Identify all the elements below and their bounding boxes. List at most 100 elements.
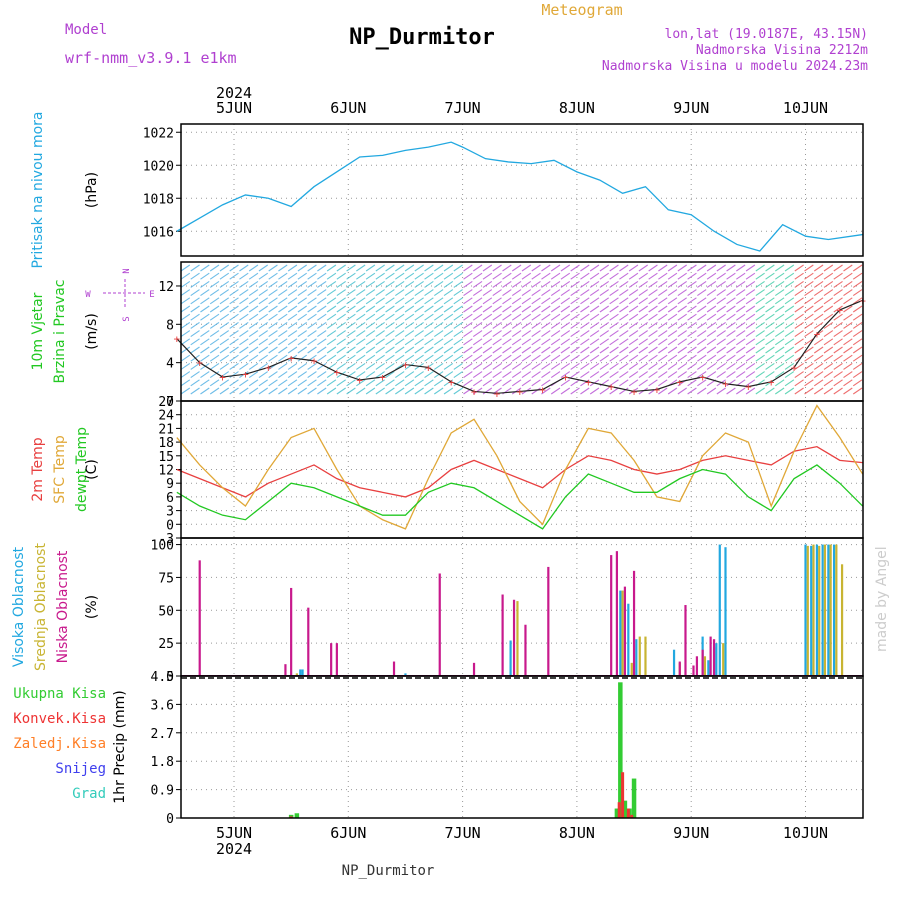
wind-barb — [687, 289, 697, 297]
wind-barb — [843, 297, 853, 305]
bar — [301, 669, 304, 676]
wind-barb — [823, 354, 834, 362]
wind-barb — [482, 387, 493, 395]
wind-barb — [755, 330, 765, 338]
wind-barb — [209, 272, 220, 280]
wind-barb — [492, 297, 502, 305]
wind-barb — [852, 280, 863, 288]
wind-barb — [599, 305, 610, 313]
bar — [715, 643, 718, 676]
wind-barb — [619, 346, 629, 354]
wind-barb — [745, 313, 756, 321]
bar — [630, 814, 634, 818]
wind-barb — [833, 264, 843, 272]
wind-barb — [570, 321, 580, 329]
wind-barb — [726, 289, 736, 297]
wind-barb — [502, 297, 512, 305]
wind-barb — [463, 321, 473, 329]
wind-barb — [823, 272, 834, 280]
y-tick-label: 1.8 — [151, 755, 174, 770]
wind-barb — [765, 346, 775, 354]
wind-barb — [794, 379, 804, 387]
wind-barb — [531, 272, 541, 280]
wind-barb — [180, 272, 191, 280]
wind-barb — [823, 379, 834, 387]
wind-barb — [550, 371, 561, 379]
wind-barb — [492, 272, 502, 280]
wind-barb — [804, 330, 814, 338]
wind-barb — [414, 346, 424, 354]
wind-barb — [843, 371, 853, 379]
wind-barb — [580, 272, 590, 280]
bar — [621, 590, 624, 676]
wind-barb — [511, 387, 522, 395]
wind-barb — [492, 305, 502, 313]
wind-barb — [297, 346, 307, 354]
wind-barb — [648, 297, 658, 305]
wind-barb — [784, 354, 795, 362]
wind-barb — [823, 321, 834, 329]
wind-barb — [648, 313, 658, 321]
wind-barb — [472, 297, 483, 305]
bar — [815, 544, 819, 676]
wind-barb — [239, 330, 249, 338]
wind-barb — [239, 272, 249, 280]
wind-speed-point: + — [608, 381, 615, 394]
wind-barb — [638, 330, 648, 338]
wind-barb — [209, 313, 220, 321]
wind-barb — [356, 354, 366, 362]
wind-barb — [278, 387, 288, 395]
wind-barb — [209, 289, 220, 297]
wind-barb — [395, 297, 405, 305]
wind-barb — [278, 297, 288, 305]
wind-barb — [434, 280, 444, 288]
wind-barb — [297, 379, 307, 387]
wind-barb — [200, 305, 210, 313]
wind-barb — [375, 387, 385, 395]
wind-barb — [667, 272, 678, 280]
wind-barb — [307, 387, 317, 395]
wind-barb — [599, 313, 610, 321]
wind-barb — [521, 321, 532, 329]
wind-barb — [502, 338, 512, 346]
wind-barb — [833, 379, 843, 387]
wind-barb — [784, 362, 795, 370]
wind-barb — [521, 338, 532, 346]
wind-barb — [745, 272, 756, 280]
wind-barb — [765, 289, 775, 297]
wind-barb — [716, 297, 726, 305]
wind-barb — [229, 379, 239, 387]
wind-barb — [180, 313, 191, 321]
wind-barb — [268, 289, 278, 297]
wind-barb — [726, 338, 736, 346]
wind-barb — [560, 330, 571, 338]
y-axis-label: dewpt Temp — [74, 427, 90, 512]
wind-barb — [628, 371, 639, 379]
wind-barb — [804, 313, 814, 321]
wind-barb — [745, 280, 756, 288]
wind-barb — [726, 371, 736, 379]
wind-barb — [278, 321, 288, 329]
y-axis-label: SFC Temp — [52, 435, 68, 504]
wind-barb — [278, 264, 288, 272]
wind-barb — [843, 305, 853, 313]
wind-barb — [356, 280, 366, 288]
wind-barb — [492, 280, 502, 288]
wind-barb — [346, 330, 356, 338]
wind-barb — [278, 272, 288, 280]
wind-barb — [697, 338, 707, 346]
wind-speed-point: + — [836, 304, 843, 317]
wind-barb — [404, 387, 415, 395]
wind-speed-point: + — [654, 383, 661, 396]
wind-barb — [268, 297, 278, 305]
wind-barb — [784, 379, 795, 387]
wind-barb — [541, 313, 551, 321]
watermark: made by Angel — [874, 546, 890, 652]
wind-barb — [852, 297, 863, 305]
wind-barb — [648, 379, 658, 387]
wind-barb — [843, 379, 853, 387]
wind-barb — [687, 362, 697, 370]
wind-barb — [736, 371, 746, 379]
wind-barb — [619, 379, 629, 387]
wind-barb — [482, 289, 493, 297]
